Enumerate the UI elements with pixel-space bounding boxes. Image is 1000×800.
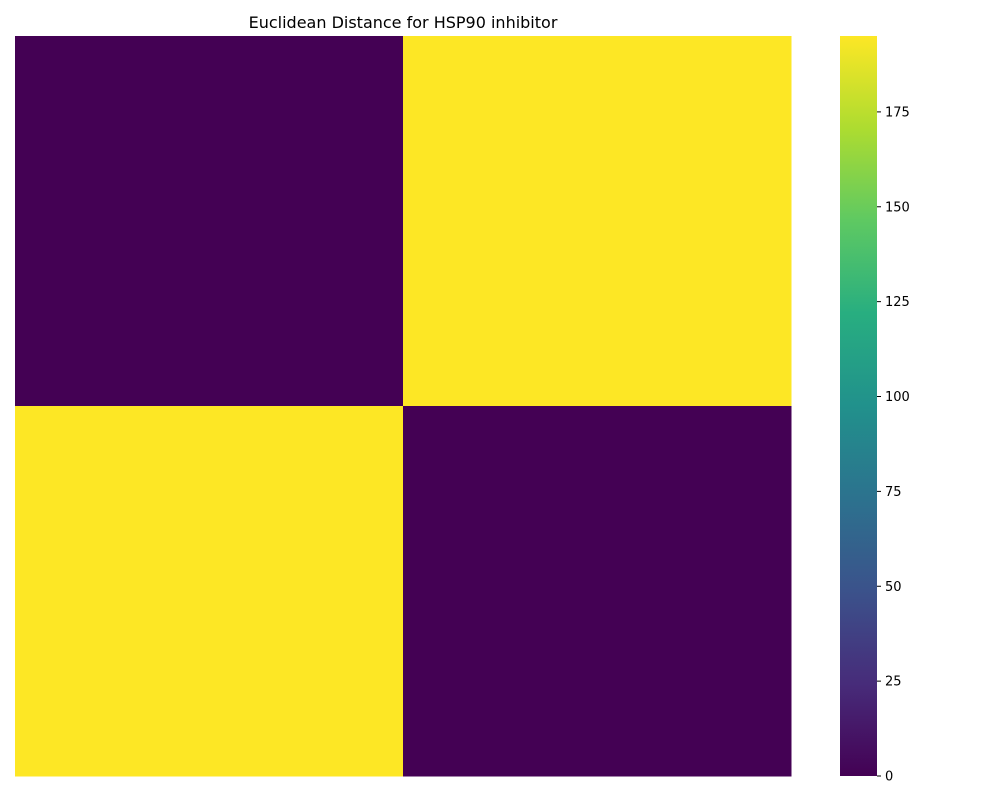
colorbar-tick-label: 125 xyxy=(885,295,910,310)
heatmap-cells xyxy=(15,36,792,777)
colorbar-tick-label: 175 xyxy=(885,105,910,120)
colorbar-ticks: 0 25 50 75 100 125 150 175 xyxy=(877,105,910,785)
heatmap-cell xyxy=(403,406,792,777)
colorbar-tick-label: 100 xyxy=(885,390,910,405)
chart-title: Euclidean Distance for HSP90 inhibitor xyxy=(249,13,558,32)
colorbar-tick-label: 50 xyxy=(885,580,902,595)
colorbar xyxy=(840,36,877,776)
colorbar-tick-label: 150 xyxy=(885,200,910,215)
colorbar-tick-label: 75 xyxy=(885,485,902,500)
heatmap-cell xyxy=(403,36,792,407)
colorbar-tick-label: 0 xyxy=(885,770,893,785)
colorbar-tick-label: 25 xyxy=(885,675,902,690)
heatmap-cell xyxy=(15,406,404,777)
heatmap-cell xyxy=(15,36,404,407)
